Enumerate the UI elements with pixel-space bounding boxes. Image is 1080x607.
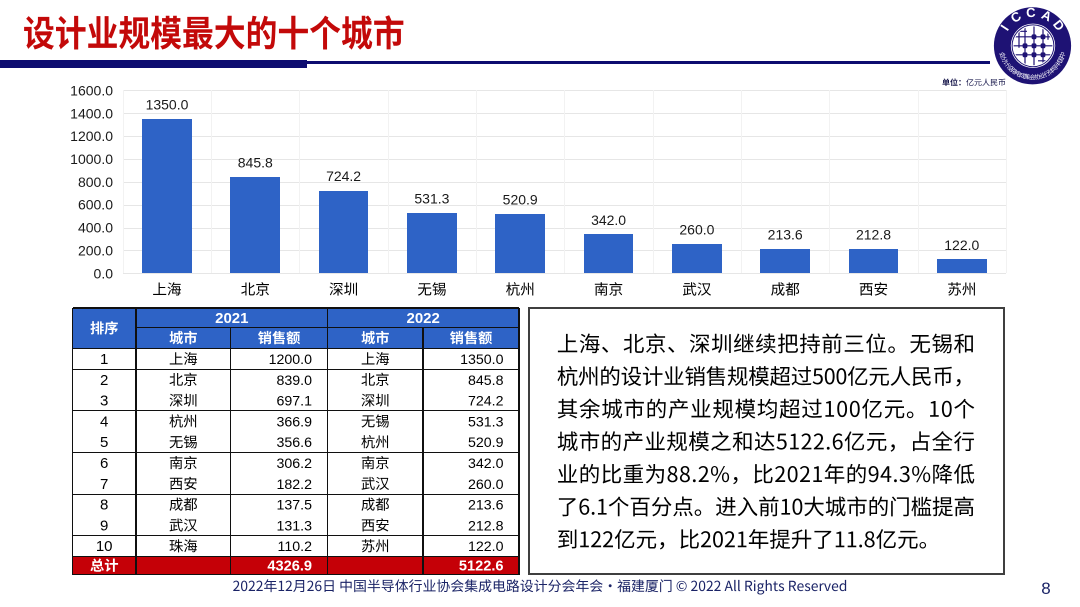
svg-text:1200.0: 1200.0 — [269, 352, 313, 368]
svg-text:1600.0: 1600.0 — [70, 82, 113, 98]
svg-text:356.6: 356.6 — [276, 435, 312, 451]
svg-text:I: I — [997, 22, 1012, 33]
svg-text:8: 8 — [1041, 579, 1050, 598]
svg-text:845.8: 845.8 — [468, 373, 504, 389]
svg-text:137.5: 137.5 — [276, 498, 312, 514]
svg-text:1200.0: 1200.0 — [70, 128, 113, 144]
svg-text:260.0: 260.0 — [679, 221, 714, 237]
svg-text:697.1: 697.1 — [276, 394, 312, 410]
svg-text:C: C — [1026, 5, 1037, 21]
svg-text:212.8: 212.8 — [468, 518, 504, 534]
svg-text:2: 2 — [100, 372, 108, 389]
svg-text:7: 7 — [100, 476, 108, 493]
svg-text:845.8: 845.8 — [238, 154, 273, 170]
svg-text:6: 6 — [100, 455, 108, 472]
svg-text:1000.0: 1000.0 — [70, 151, 113, 167]
svg-text:839.0: 839.0 — [276, 373, 312, 389]
svg-text:1350.0: 1350.0 — [460, 352, 504, 368]
svg-text:520.9: 520.9 — [468, 435, 504, 451]
svg-text:400.0: 400.0 — [78, 220, 113, 236]
svg-text:110.2: 110.2 — [278, 539, 313, 555]
svg-text:213.6: 213.6 — [768, 227, 803, 243]
svg-text:724.2: 724.2 — [468, 394, 504, 410]
svg-text:342.0: 342.0 — [591, 212, 626, 228]
svg-text:800.0: 800.0 — [78, 174, 113, 190]
svg-text:0.0: 0.0 — [94, 265, 114, 281]
svg-text:4326.9: 4326.9 — [267, 559, 312, 575]
svg-text:724.2: 724.2 — [326, 168, 361, 184]
svg-text:260.0: 260.0 — [468, 477, 504, 493]
svg-text:600.0: 600.0 — [78, 197, 113, 213]
svg-text:5: 5 — [100, 434, 108, 451]
svg-text:342.0: 342.0 — [468, 456, 504, 472]
svg-text:122.0: 122.0 — [944, 237, 979, 253]
svg-text:213.6: 213.6 — [468, 498, 504, 514]
svg-text:2021: 2021 — [215, 310, 248, 327]
svg-text:1: 1 — [100, 351, 108, 368]
svg-text:182.2: 182.2 — [276, 477, 312, 493]
svg-text:1350.0: 1350.0 — [146, 97, 189, 113]
svg-text:200.0: 200.0 — [78, 242, 113, 258]
svg-text:1400.0: 1400.0 — [70, 105, 113, 121]
svg-text:4: 4 — [100, 413, 108, 430]
svg-text:366.9: 366.9 — [276, 414, 312, 430]
svg-text:212.8: 212.8 — [856, 227, 891, 243]
svg-text:131.3: 131.3 — [276, 518, 312, 534]
svg-text:3: 3 — [100, 393, 108, 410]
svg-text:9: 9 — [100, 517, 108, 534]
svg-text:10: 10 — [96, 538, 113, 555]
svg-text:531.3: 531.3 — [468, 414, 504, 430]
svg-text:5122.6: 5122.6 — [459, 559, 504, 575]
svg-text:8: 8 — [100, 497, 108, 514]
svg-text:520.9: 520.9 — [503, 192, 538, 208]
svg-text:2022: 2022 — [407, 310, 440, 327]
svg-text:122.0: 122.0 — [468, 539, 504, 555]
svg-text:306.2: 306.2 — [276, 456, 312, 472]
svg-text:531.3: 531.3 — [414, 190, 449, 206]
